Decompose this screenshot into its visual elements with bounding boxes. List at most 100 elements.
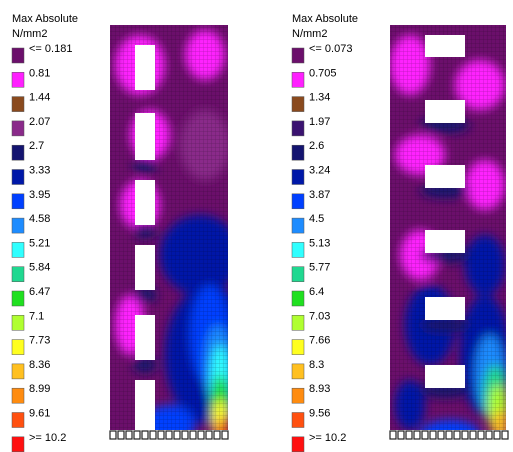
legend-label: 6.4 [309, 286, 324, 298]
support [118, 431, 124, 439]
legend-label: 5.77 [309, 262, 330, 274]
opening [135, 380, 155, 430]
opening [135, 245, 155, 290]
legend-swatch [292, 291, 304, 306]
legend-swatch [12, 194, 24, 209]
legend-label: 7.1 [29, 310, 44, 322]
support [158, 431, 164, 439]
legend-swatch [12, 97, 24, 112]
legend-label: 7.73 [29, 335, 50, 347]
contour-plot [110, 25, 255, 445]
legend-label: >= 10.2 [309, 432, 346, 444]
opening [425, 365, 465, 388]
legend-label: 5.13 [309, 237, 330, 249]
legend-label: 7.03 [309, 310, 330, 322]
support [454, 431, 460, 439]
legend-swatch [292, 242, 304, 257]
legend-swatch [292, 315, 304, 330]
legend-swatch [12, 340, 24, 355]
legend-swatch [292, 194, 304, 209]
legend-swatch [12, 121, 24, 136]
legend-swatch [292, 48, 304, 63]
legend-label: 1.97 [309, 116, 330, 128]
support [110, 431, 116, 439]
legend-label: <= 0.073 [309, 43, 352, 55]
support [174, 431, 180, 439]
legend-label: 4.5 [309, 213, 324, 225]
opening [425, 230, 465, 253]
legend-label: 8.3 [309, 359, 324, 371]
legend-label: 7.66 [309, 335, 330, 347]
legend-label: 3.95 [29, 189, 50, 201]
legend-swatch [292, 388, 304, 403]
legend-swatch [12, 413, 24, 428]
opening [425, 165, 465, 188]
legend-label: 9.61 [29, 408, 50, 420]
legend-label: 8.36 [29, 359, 50, 371]
legend-swatch [292, 340, 304, 355]
legend-swatch [292, 121, 304, 136]
legend-label: 2.7 [29, 140, 44, 152]
legend-label: >= 10.2 [29, 432, 66, 444]
support [478, 431, 484, 439]
legend-label: 5.21 [29, 237, 50, 249]
support [486, 431, 492, 439]
support [494, 431, 500, 439]
opening [425, 100, 465, 123]
opening [135, 113, 155, 160]
legend-swatch [292, 364, 304, 379]
opening [135, 45, 155, 90]
legend-label: 8.93 [309, 383, 330, 395]
legend-label: 2.07 [29, 116, 50, 128]
legend-label: 1.44 [29, 92, 50, 104]
mesh [110, 25, 228, 430]
support [390, 431, 396, 439]
legend-swatch [12, 364, 24, 379]
legend-swatch [292, 218, 304, 233]
legend-label: 3.33 [29, 165, 50, 177]
legend-swatch [12, 291, 24, 306]
support [446, 431, 452, 439]
legend-swatch [12, 145, 24, 160]
support [462, 431, 468, 439]
legend-label: 8.99 [29, 383, 50, 395]
legend-label: 3.87 [309, 189, 330, 201]
support [206, 431, 212, 439]
support [214, 431, 220, 439]
legend-label: 9.56 [309, 408, 330, 420]
legend-label: <= 0.181 [29, 43, 72, 55]
legend-swatch [12, 242, 24, 257]
legend-swatch [12, 388, 24, 403]
legend-swatch [292, 72, 304, 87]
support [142, 431, 148, 439]
opening [135, 315, 155, 360]
support [126, 431, 132, 439]
legend-label: 1.34 [309, 92, 330, 104]
legend-label: 6.47 [29, 286, 50, 298]
opening [425, 35, 465, 57]
support [438, 431, 444, 439]
legend-swatch [292, 413, 304, 428]
legend-label: 4.58 [29, 213, 50, 225]
support [398, 431, 404, 439]
support [406, 431, 412, 439]
legend-swatch [292, 267, 304, 282]
legend-swatch [12, 170, 24, 185]
legend-swatch [292, 97, 304, 112]
legend-label: 2.6 [309, 140, 324, 152]
opening [135, 180, 155, 225]
legend-unit: N/mm2 [292, 28, 327, 40]
legend-swatch [12, 72, 24, 87]
contour-plot [390, 25, 510, 450]
legend-swatch [292, 145, 304, 160]
support [134, 431, 140, 439]
legend-swatch [12, 218, 24, 233]
support [198, 431, 204, 439]
screenshot: Max AbsoluteN/mm2<= 0.1810.811.442.072.7… [0, 0, 513, 452]
legend-title: Max Absolute [12, 13, 78, 25]
legend-swatch [12, 48, 24, 63]
support [422, 431, 428, 439]
opening [425, 297, 465, 320]
support [414, 431, 420, 439]
support [470, 431, 476, 439]
